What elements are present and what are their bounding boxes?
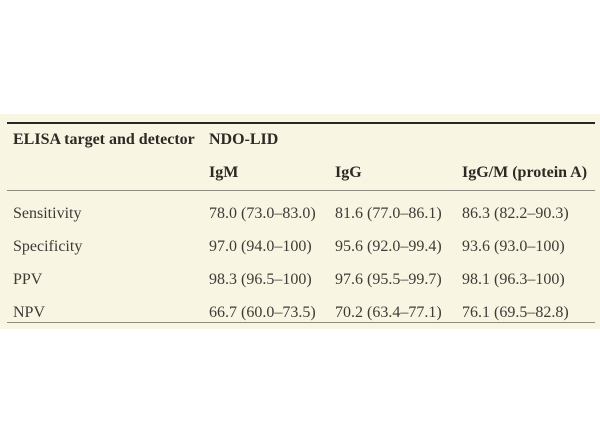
row-label-specificity: Specificity [13,238,83,255]
header-elisa-target-and-detector: ELISA target and detector [13,131,195,148]
subheader-igg: IgG [335,156,462,191]
npv-igm-value: 66.7 (60.0–73.5) [209,289,335,323]
specificity-igg-value: 95.6 (92.0–99.4) [335,238,442,255]
table-row-specificity: Specificity 97.0 (94.0–100) 95.6 (92.0–9… [7,223,595,256]
table-header-group-row: ELISA target and detector NDO-LID [7,123,595,156]
subheader-empty-cell [7,156,209,191]
subheader-iggm-protein-a: IgG/M (protein A) [462,156,596,191]
row-label-sensitivity: Sensitivity [13,205,82,222]
row-label-ppv: PPV [13,271,43,288]
header-ndo-lid-group: NDO-LID [209,131,279,148]
specificity-igm-value: 97.0 (94.0–100) [209,238,312,255]
ppv-iggm-value: 98.1 (96.3–100) [462,271,565,288]
table-row-ppv: PPV 98.3 (96.5–100) 97.6 (95.5–99.7) 98.… [7,256,595,289]
row-label-npv: NPV [7,289,209,323]
ppv-igg-value: 97.6 (95.5–99.7) [335,271,442,288]
npv-igg-value: 70.2 (63.4–77.1) [335,289,462,323]
npv-iggm-value: 76.1 (69.5–82.8) [462,289,596,323]
sensitivity-iggm-value: 86.3 (82.2–90.3) [462,205,569,222]
specificity-iggm-value: 93.6 (93.0–100) [462,238,565,255]
sensitivity-igg-value: 81.6 (77.0–86.1) [335,205,442,222]
sensitivity-igm-value: 78.0 (73.0–83.0) [209,205,316,222]
table-subheader-row: IgM IgG IgG/M (protein A) [7,156,596,191]
table-row-npv: NPV 66.7 (60.0–73.5) 70.2 (63.4–77.1) 76… [7,289,596,323]
ppv-igm-value: 98.3 (96.5–100) [209,271,312,288]
elisa-results-table: ELISA target and detector NDO-LID IgM Ig… [7,122,596,323]
subheader-igm: IgM [209,156,335,191]
table-row-sensitivity: Sensitivity 78.0 (73.0–83.0) 81.6 (77.0–… [7,190,595,223]
